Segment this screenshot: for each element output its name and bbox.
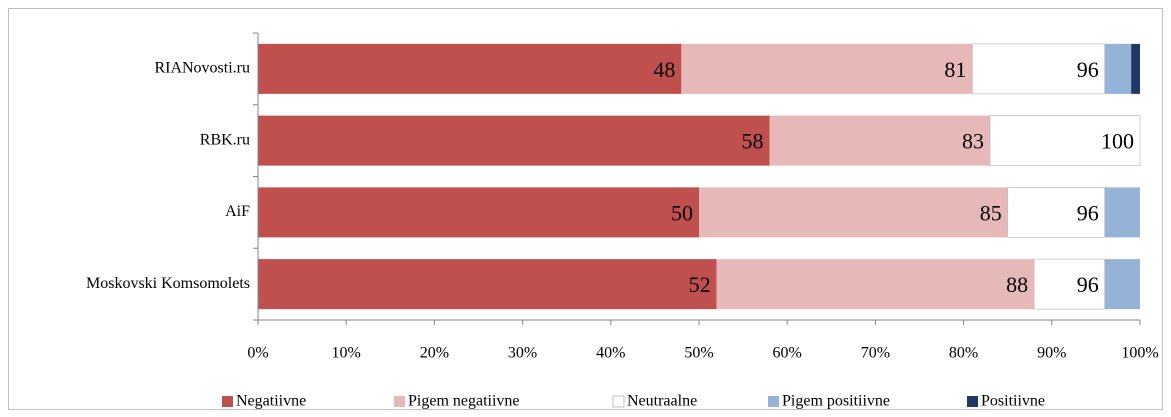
x-tick-label: 50%: [684, 345, 713, 362]
data-label: 50: [671, 200, 693, 225]
data-label: 48: [653, 57, 675, 82]
category-label: AiF: [225, 203, 250, 220]
legend-swatch: [222, 396, 233, 407]
bar-segment: [258, 187, 699, 238]
x-tick-label: 10%: [332, 345, 361, 362]
chart-frame: [8, 8, 1163, 410]
legend-label: Negatiivne: [236, 393, 306, 410]
x-tick-label: 100%: [1121, 345, 1158, 362]
data-label: 58: [742, 129, 764, 154]
data-label: 96: [1077, 200, 1099, 225]
legend-swatch: [768, 396, 779, 407]
bar-segment: [699, 187, 1008, 238]
legend-swatch: [967, 396, 978, 407]
category-label: RIANovosti.ru: [154, 60, 250, 77]
legend-label: Pigem positiivne: [782, 393, 890, 410]
legend-label: Positiivne: [981, 393, 1045, 410]
x-tick-label: 40%: [596, 345, 625, 362]
data-label: 52: [689, 272, 711, 297]
bar-segment: [989, 115, 1141, 166]
bar-segment: [1104, 259, 1140, 310]
data-label: 88: [1006, 272, 1028, 297]
data-label: 83: [962, 129, 984, 154]
bar-segment: [258, 259, 717, 310]
category-label: RBK.ru: [200, 131, 250, 148]
bar-segment: [716, 259, 1035, 310]
bar-segment: [1104, 187, 1140, 238]
x-tick-label: 90%: [1037, 345, 1066, 362]
data-label: 85: [980, 200, 1002, 225]
x-tick-label: 20%: [420, 345, 449, 362]
x-tick-label: 80%: [949, 345, 978, 362]
category-label: Moskovski Komsomolets: [86, 275, 250, 292]
data-label: 81: [944, 57, 966, 82]
x-tick-label: 0%: [247, 345, 268, 362]
bar-segment: [258, 43, 682, 94]
bar-segment: [769, 115, 991, 166]
data-label: 96: [1077, 272, 1099, 297]
x-tick-label: 60%: [773, 345, 802, 362]
legend-label: Pigem negatiivne: [408, 393, 520, 410]
x-tick-label: 30%: [508, 345, 537, 362]
bar-segment: [681, 43, 973, 94]
legend-swatch: [612, 395, 625, 408]
bar-segment: [1104, 43, 1132, 94]
legend-swatch: [394, 396, 405, 407]
bar-segment: [1033, 258, 1106, 310]
bar-segment: [258, 115, 770, 166]
data-label: 96: [1077, 57, 1099, 82]
data-label: 100: [1101, 129, 1134, 154]
x-tick-label: 70%: [861, 345, 890, 362]
legend-label: Neutraalne: [627, 393, 697, 410]
bar-segment: [1131, 43, 1140, 94]
bar-segment: [972, 43, 1106, 95]
